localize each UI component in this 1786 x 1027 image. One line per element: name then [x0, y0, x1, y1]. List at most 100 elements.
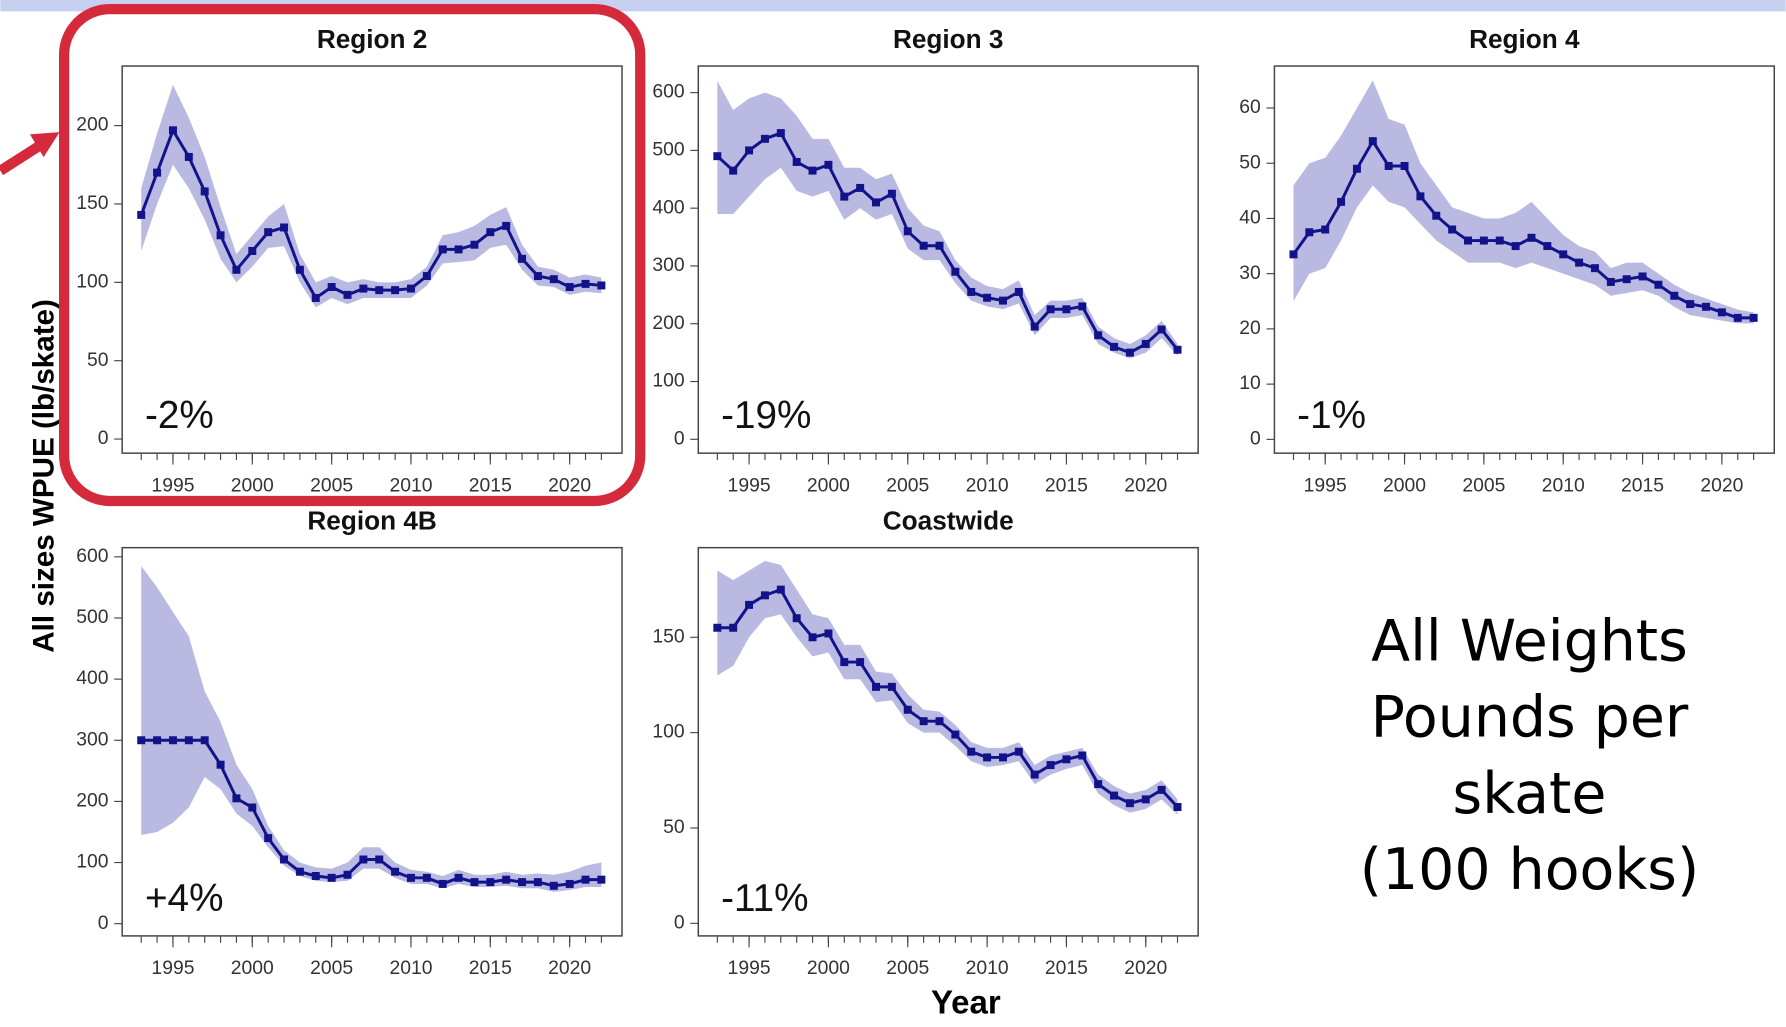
- change-annotation: -2%: [145, 394, 214, 437]
- point: [1622, 275, 1631, 284]
- note-line: All Weights: [1371, 608, 1688, 674]
- point: [1702, 302, 1711, 311]
- point: [1384, 162, 1393, 170]
- point: [919, 717, 928, 726]
- point: [1110, 791, 1119, 800]
- point: [1464, 236, 1472, 245]
- point: [264, 228, 273, 237]
- point: [1062, 305, 1071, 314]
- point: [200, 736, 209, 745]
- point: [903, 705, 912, 714]
- point: [713, 152, 722, 161]
- point: [1157, 785, 1166, 794]
- point: [1448, 225, 1457, 234]
- panel-title: Region 2: [317, 24, 428, 54]
- y-tick-label: 300: [76, 728, 108, 750]
- y-tick-label: 0: [674, 911, 685, 933]
- x-tick-label: 2000: [807, 957, 850, 979]
- point: [549, 275, 558, 284]
- point: [518, 878, 527, 887]
- point: [533, 878, 542, 887]
- point: [808, 166, 817, 175]
- x-tick-label: 2010: [389, 957, 432, 979]
- y-tick-label: 0: [674, 427, 685, 449]
- point: [327, 873, 336, 882]
- point: [311, 872, 320, 880]
- point: [422, 272, 431, 281]
- point: [1125, 348, 1134, 357]
- x-tick-label: 1995: [728, 474, 771, 496]
- y-tick-label: 50: [663, 816, 685, 838]
- point: [1094, 331, 1103, 340]
- change-annotation: +4%: [145, 877, 224, 920]
- point: [1157, 325, 1166, 334]
- point: [1173, 803, 1182, 811]
- y-tick-label: 100: [76, 270, 108, 292]
- point: [1670, 291, 1679, 300]
- point: [1321, 225, 1330, 234]
- x-tick-label: 1995: [728, 957, 771, 979]
- point: [1543, 242, 1552, 251]
- y-tick-label: 300: [652, 254, 684, 276]
- point: [824, 160, 833, 169]
- point: [1400, 162, 1409, 170]
- point: [502, 875, 511, 884]
- point: [1014, 747, 1023, 756]
- point: [1141, 795, 1150, 804]
- point: [887, 189, 896, 198]
- x-tick-label: 2005: [310, 957, 353, 979]
- point: [406, 284, 415, 293]
- point: [565, 283, 574, 292]
- x-tick-label: 2010: [389, 474, 432, 496]
- point: [1062, 755, 1071, 764]
- point: [1479, 236, 1488, 245]
- point: [1511, 242, 1520, 251]
- y-tick-label: 50: [1239, 151, 1261, 173]
- point: [359, 855, 368, 864]
- point: [729, 623, 738, 632]
- x-tick-label: 2005: [886, 474, 929, 496]
- point: [1046, 761, 1055, 770]
- point: [454, 245, 463, 254]
- x-tick-label: 2015: [1621, 474, 1664, 496]
- point: [232, 794, 241, 803]
- point: [533, 272, 542, 281]
- point: [1305, 228, 1314, 237]
- point: [343, 870, 352, 879]
- panel: Region 2 0 50 100 150 200 1995 2000 2005 2010 2015…: [76, 24, 623, 496]
- point: [264, 834, 273, 843]
- y-tick-label: 0: [98, 427, 109, 449]
- point: [295, 867, 304, 876]
- point: [1638, 272, 1647, 281]
- point: [438, 245, 447, 254]
- point: [153, 168, 162, 177]
- point: [951, 267, 960, 276]
- y-tick-label: 200: [76, 114, 108, 136]
- point: [1559, 250, 1568, 259]
- panel-title: Coastwide: [883, 505, 1014, 535]
- plot-frame: [121, 65, 623, 454]
- point: [216, 760, 225, 769]
- point: [760, 134, 769, 143]
- point: [713, 623, 722, 632]
- point: [1416, 192, 1425, 201]
- point: [153, 736, 162, 745]
- point: [565, 879, 574, 888]
- point: [137, 736, 146, 745]
- point: [872, 198, 881, 207]
- point: [375, 855, 384, 864]
- point: [1141, 339, 1150, 348]
- point: [280, 223, 289, 232]
- confidence-band: [717, 561, 1178, 815]
- y-tick-label: 60: [1239, 96, 1261, 118]
- point: [967, 287, 976, 296]
- point: [1337, 197, 1346, 206]
- note-line: skate: [1453, 761, 1607, 827]
- change-annotation: -1%: [1297, 394, 1366, 437]
- point: [168, 126, 177, 135]
- x-axis-label: Year: [931, 983, 1001, 1020]
- point: [311, 294, 320, 302]
- highlight-box: [58, 3, 646, 507]
- point: [581, 279, 590, 288]
